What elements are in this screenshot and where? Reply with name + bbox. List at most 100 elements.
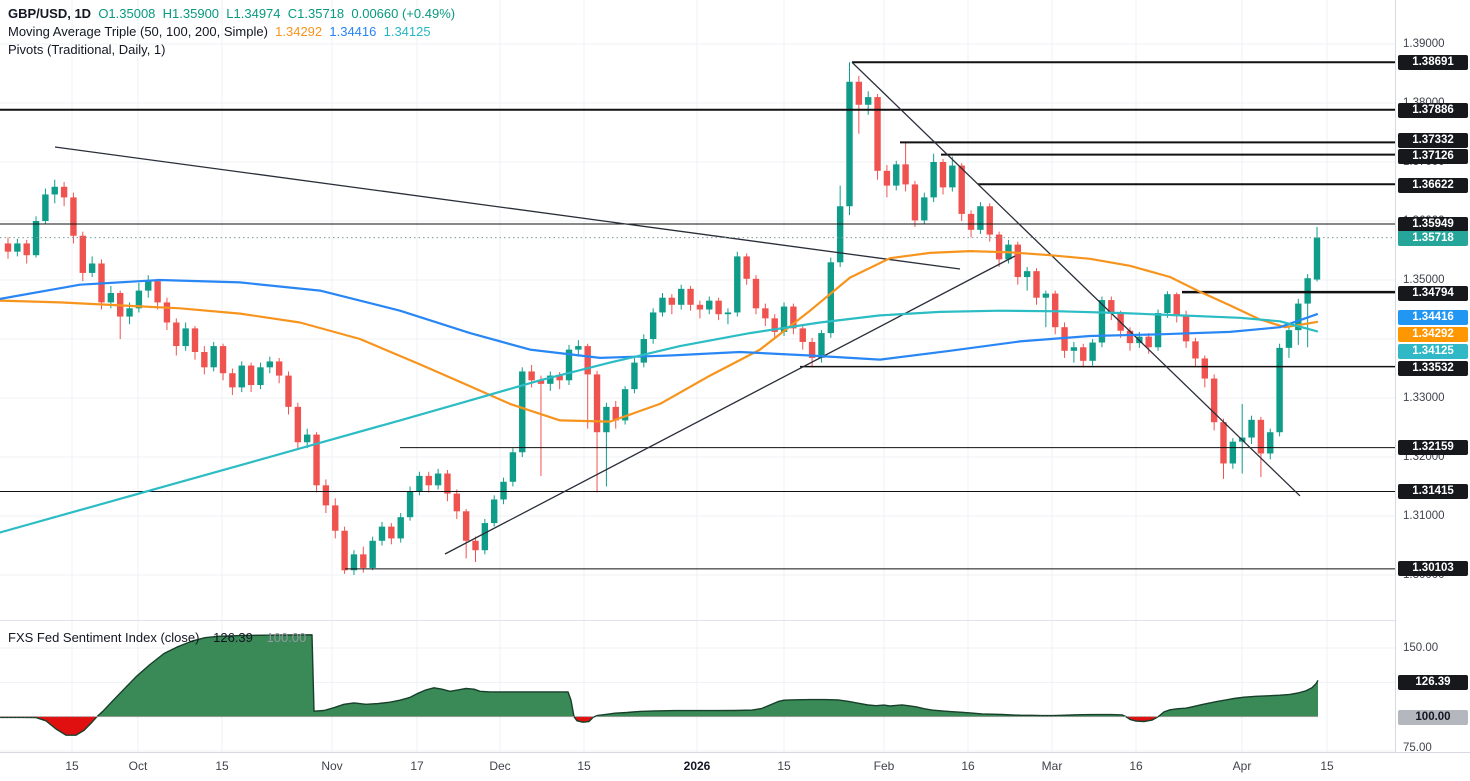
candle-body bbox=[1023, 271, 1031, 278]
candle-body bbox=[51, 186, 58, 195]
candle-body bbox=[818, 333, 825, 358]
ma-indicator-label[interactable]: Moving Average Triple (50, 100, 200, Sim… bbox=[8, 24, 268, 39]
candle-body bbox=[883, 170, 891, 186]
price-badge[interactable]: 1.34416 bbox=[1398, 309, 1468, 325]
candle-body bbox=[425, 475, 432, 486]
price-badge[interactable]: 1.31415 bbox=[1398, 483, 1468, 499]
change-value: 0.00660 (+0.49%) bbox=[351, 6, 456, 21]
candle-body bbox=[949, 165, 956, 188]
candle-body bbox=[154, 281, 161, 303]
time-axis-label[interactable]: Mar bbox=[1041, 759, 1063, 773]
time-axis-label[interactable]: Feb bbox=[873, 759, 895, 773]
price-badge[interactable]: 1.36622 bbox=[1398, 177, 1468, 193]
sentiment-base-value: 100.00 bbox=[266, 630, 307, 645]
price-badge[interactable]: 1.35718 bbox=[1398, 230, 1468, 246]
candle-body bbox=[472, 540, 479, 551]
symbol-title[interactable]: GBP/USD, 1D bbox=[8, 6, 92, 21]
sentiment-pane[interactable]: FXS Fed Sentiment Index (close) 126.39 1… bbox=[0, 620, 1395, 752]
candle-body bbox=[1033, 271, 1040, 298]
price-badge[interactable]: 1.32159 bbox=[1398, 439, 1468, 455]
candle-body bbox=[1164, 294, 1171, 314]
sentiment-area-chart[interactable] bbox=[0, 621, 1395, 752]
sentiment-area-positive bbox=[0, 634, 1318, 717]
price-axis-label: 1.31000 bbox=[1403, 509, 1445, 522]
time-axis-label[interactable]: 15 bbox=[577, 759, 591, 773]
candle-body bbox=[145, 281, 152, 291]
price-badge[interactable]: 1.30103 bbox=[1398, 560, 1468, 576]
candle-body bbox=[865, 97, 872, 105]
time-axis-label[interactable]: 15 bbox=[777, 759, 791, 773]
ohlc-high: H1.35900 bbox=[162, 6, 220, 21]
price-badge[interactable]: 1.37126 bbox=[1398, 148, 1468, 164]
time-axis-label[interactable]: 16 bbox=[961, 759, 975, 773]
candle-body bbox=[163, 302, 171, 323]
candle-body bbox=[23, 243, 30, 256]
time-axis-label[interactable]: Nov bbox=[321, 759, 343, 773]
candle-body bbox=[294, 406, 302, 443]
time-axis-label[interactable]: 2026 bbox=[683, 759, 711, 773]
candle-body bbox=[1276, 347, 1283, 433]
price-badge[interactable]: 1.37332 bbox=[1398, 132, 1468, 148]
time-axis-label[interactable]: 16 bbox=[1129, 759, 1143, 773]
trendline[interactable] bbox=[54, 146, 961, 270]
sentiment-axis-label: 75.00 bbox=[1403, 741, 1432, 754]
candle-body bbox=[444, 473, 451, 494]
pivots-indicator-label[interactable]: Pivots (Traditional, Daily, 1) bbox=[8, 42, 166, 57]
candle-body bbox=[631, 362, 638, 390]
price-badge[interactable]: 1.34794 bbox=[1398, 285, 1468, 301]
candle-body bbox=[547, 375, 554, 384]
price-badge[interactable]: 1.33532 bbox=[1398, 360, 1468, 376]
candle-body bbox=[509, 452, 517, 482]
candle-body bbox=[874, 97, 881, 171]
sma-line bbox=[0, 250, 1319, 423]
price-badge[interactable]: 1.34292 bbox=[1398, 326, 1468, 342]
candle-body bbox=[126, 308, 133, 317]
price-axis-label: 1.35000 bbox=[1403, 273, 1445, 286]
candle-body bbox=[1080, 347, 1087, 361]
candle-body bbox=[173, 322, 180, 347]
price-badge[interactable]: 1.38691 bbox=[1398, 54, 1468, 70]
candle-body bbox=[958, 165, 965, 214]
candle-body bbox=[360, 554, 367, 568]
price-badge[interactable]: 1.37886 bbox=[1398, 102, 1468, 118]
sentiment-badge[interactable]: 100.00 bbox=[1398, 709, 1468, 725]
trendline[interactable] bbox=[444, 255, 1016, 555]
candle-body bbox=[1042, 293, 1050, 298]
sentiment-line bbox=[0, 634, 1319, 736]
trendline[interactable] bbox=[851, 61, 1301, 497]
price-badge[interactable]: 1.35949 bbox=[1398, 216, 1468, 232]
price-axis[interactable]: 1.390001.380001.370001.360001.350001.340… bbox=[1395, 0, 1470, 754]
sentiment-badge[interactable]: 126.39 bbox=[1398, 674, 1468, 690]
candle-body bbox=[191, 328, 199, 352]
candle-body bbox=[481, 523, 489, 551]
candle-body bbox=[406, 491, 414, 518]
candlestick-chart[interactable] bbox=[0, 0, 1395, 620]
sentiment-title[interactable]: FXS Fed Sentiment Index (close) bbox=[8, 630, 200, 645]
candle-body bbox=[378, 526, 386, 541]
time-axis-label[interactable]: 15 bbox=[1320, 759, 1334, 773]
price-badge[interactable]: 1.34125 bbox=[1398, 343, 1468, 359]
time-axis-label[interactable]: 15 bbox=[215, 759, 229, 773]
candle-body bbox=[4, 243, 12, 252]
ma100-value: 1.34416 bbox=[329, 24, 377, 39]
candle-body bbox=[995, 234, 1003, 260]
candle-body bbox=[855, 81, 863, 105]
time-axis-label[interactable]: Apr bbox=[1232, 759, 1252, 773]
candle-body bbox=[715, 300, 722, 315]
candle-body bbox=[836, 206, 844, 263]
time-axis-label[interactable]: 15 bbox=[65, 759, 79, 773]
candle-body bbox=[500, 481, 507, 500]
candle-body bbox=[88, 263, 96, 273]
candle-body bbox=[687, 288, 694, 305]
time-axis-label[interactable]: Oct bbox=[128, 759, 148, 773]
candle-body bbox=[911, 184, 919, 221]
candle-body bbox=[135, 290, 143, 309]
candle-body bbox=[388, 526, 395, 539]
time-axis-label[interactable]: Dec bbox=[489, 759, 511, 773]
price-chart-pane[interactable]: GBP/USD, 1D O1.35008 H1.35900 L1.34974 C… bbox=[0, 0, 1395, 620]
ma200-value: 1.34125 bbox=[383, 24, 431, 39]
candle-body bbox=[1201, 358, 1208, 379]
time-axis[interactable]: 15 Oct 15 Nov 17 Dec 15 2026 15 Feb 16 Mar 16 Apr 15 bbox=[0, 752, 1470, 781]
candle-body bbox=[322, 485, 330, 506]
time-axis-label[interactable]: 17 bbox=[410, 759, 424, 773]
